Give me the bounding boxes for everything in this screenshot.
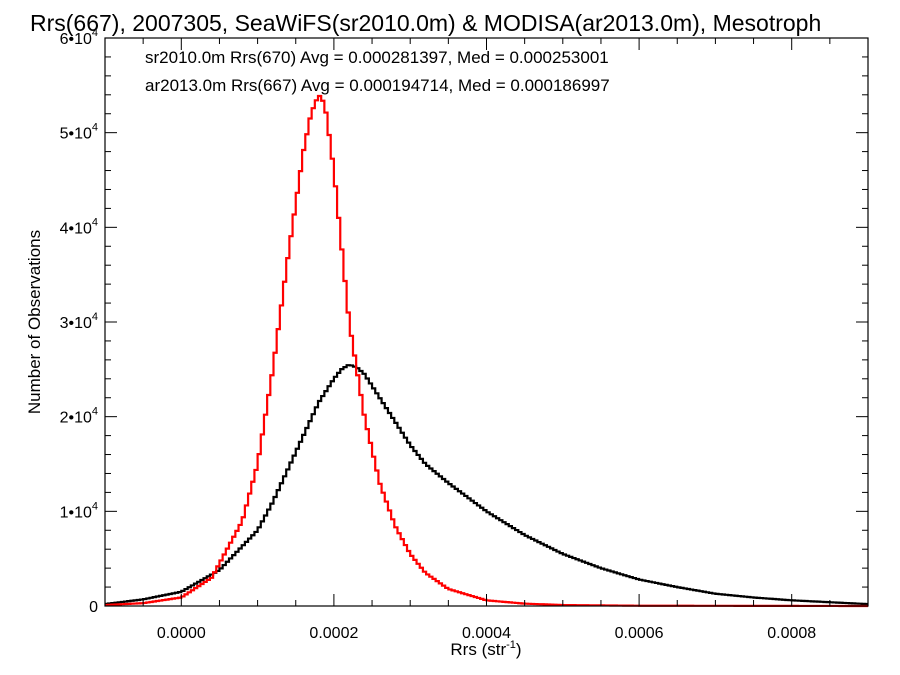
x-axis-label: Rrs (str-1) [450,639,521,659]
x-axis-label-sup: -1 [506,639,516,651]
legend: sr2010.0m Rrs(670) Avg = 0.000281397, Me… [145,48,610,95]
chart-title: Rrs(667), 2007305, SeaWiFS(sr2010.0m) & … [30,10,821,36]
y-tick-label-4: 4•104 [60,216,98,237]
y-tick-label-2: 2•104 [60,406,98,427]
x-tick-label-1: 0.0002 [309,625,358,642]
y-tick-label-3: 3•104 [60,311,98,332]
x-tick-label-0: 0.0000 [157,625,206,642]
x-tick-label-3: 0.0006 [615,625,664,642]
series-layer [105,94,868,608]
series-line-0 [105,364,868,606]
x-axis-label-end: ) [516,640,522,659]
x-tick-label-4: 0.0008 [767,625,816,642]
y-axis-label: Number of Observations [25,230,44,414]
x-axis-label-main: Rrs (str [450,640,506,659]
tick-layer: 0.0000 0.0002 0.0004 0.0006 0.0008 0 1•104 2•10… [60,27,868,642]
y-tick-label-1: 1•104 [60,500,98,521]
y-tick-label-0: 0 [89,599,98,616]
legend-entry-sr2010: sr2010.0m Rrs(670) Avg = 0.000281397, Me… [145,48,609,67]
legend-entry-ar2013: ar2013.0m Rrs(667) Avg = 0.000194714, Me… [145,76,610,95]
plot-frame [104,37,869,607]
y-tick-label-6: 6•104 [60,27,98,48]
series-line-1 [105,94,868,608]
y-tick-label-5: 5•104 [60,122,98,143]
x-tick-label-2: 0.0004 [462,625,511,642]
